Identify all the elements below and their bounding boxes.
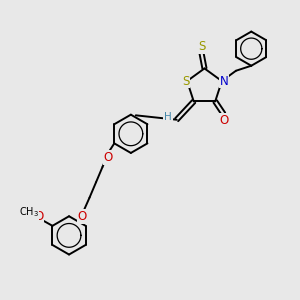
Text: S: S	[198, 40, 205, 53]
Text: O: O	[104, 151, 113, 164]
Text: S: S	[182, 75, 189, 88]
Text: O: O	[78, 210, 87, 223]
Text: O: O	[219, 114, 229, 127]
Text: N: N	[220, 75, 228, 88]
Text: H: H	[164, 112, 172, 122]
Text: CH$_3$: CH$_3$	[19, 206, 39, 220]
Text: O: O	[34, 211, 43, 224]
